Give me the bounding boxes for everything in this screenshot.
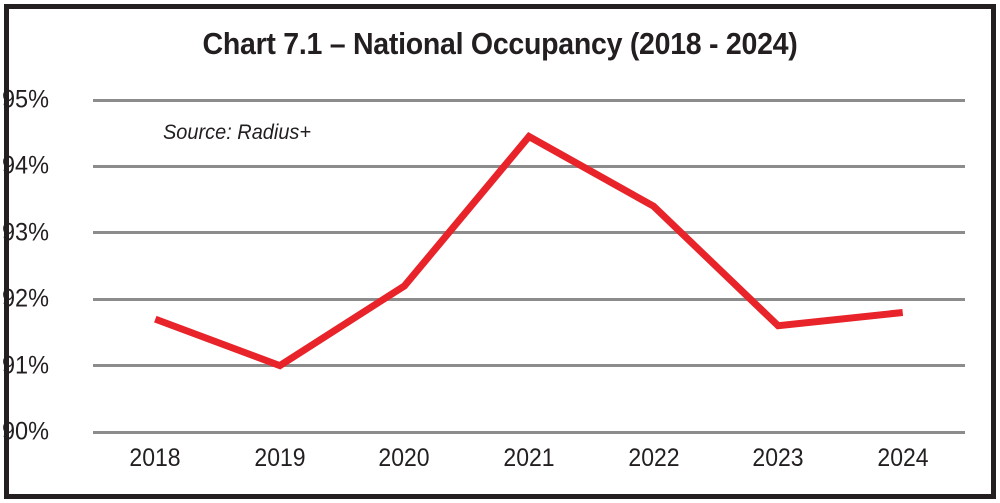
x-axis-tick-label: 2023 bbox=[752, 444, 804, 472]
y-axis-tick-label: 94% bbox=[1, 151, 49, 180]
y-axis-tick-label: 91% bbox=[1, 351, 49, 380]
x-axis-tick-label: 2019 bbox=[254, 444, 306, 472]
gridline bbox=[93, 231, 965, 235]
gridline bbox=[93, 98, 965, 102]
x-axis-baseline bbox=[93, 430, 965, 434]
x-axis-tick-label: 2024 bbox=[877, 444, 929, 472]
y-axis-tick-label: 95% bbox=[1, 85, 49, 114]
gridline bbox=[93, 297, 965, 301]
x-axis-tick-label: 2018 bbox=[129, 444, 181, 472]
y-axis-tick-label: 93% bbox=[1, 218, 49, 247]
source-annotation: Source: Radius+ bbox=[163, 121, 312, 144]
x-axis-tick-label: 2020 bbox=[378, 444, 431, 472]
y-axis-tick-label: 92% bbox=[1, 284, 49, 313]
gridline bbox=[93, 364, 965, 368]
page-title: Chart 7.1 – National Occupancy (2018 - 2… bbox=[202, 26, 798, 61]
figure-border bbox=[4, 4, 996, 499]
y-axis-tick-label: 90% bbox=[1, 417, 49, 446]
plot-area: 95% 94% 93% 92% 91% 90% bbox=[2, 86, 965, 446]
gridline bbox=[93, 164, 965, 168]
line-series-national-occupancy bbox=[154, 132, 904, 370]
x-axis-tick-label: 2022 bbox=[627, 444, 680, 472]
x-axis-tick-label: 2021 bbox=[503, 444, 555, 472]
